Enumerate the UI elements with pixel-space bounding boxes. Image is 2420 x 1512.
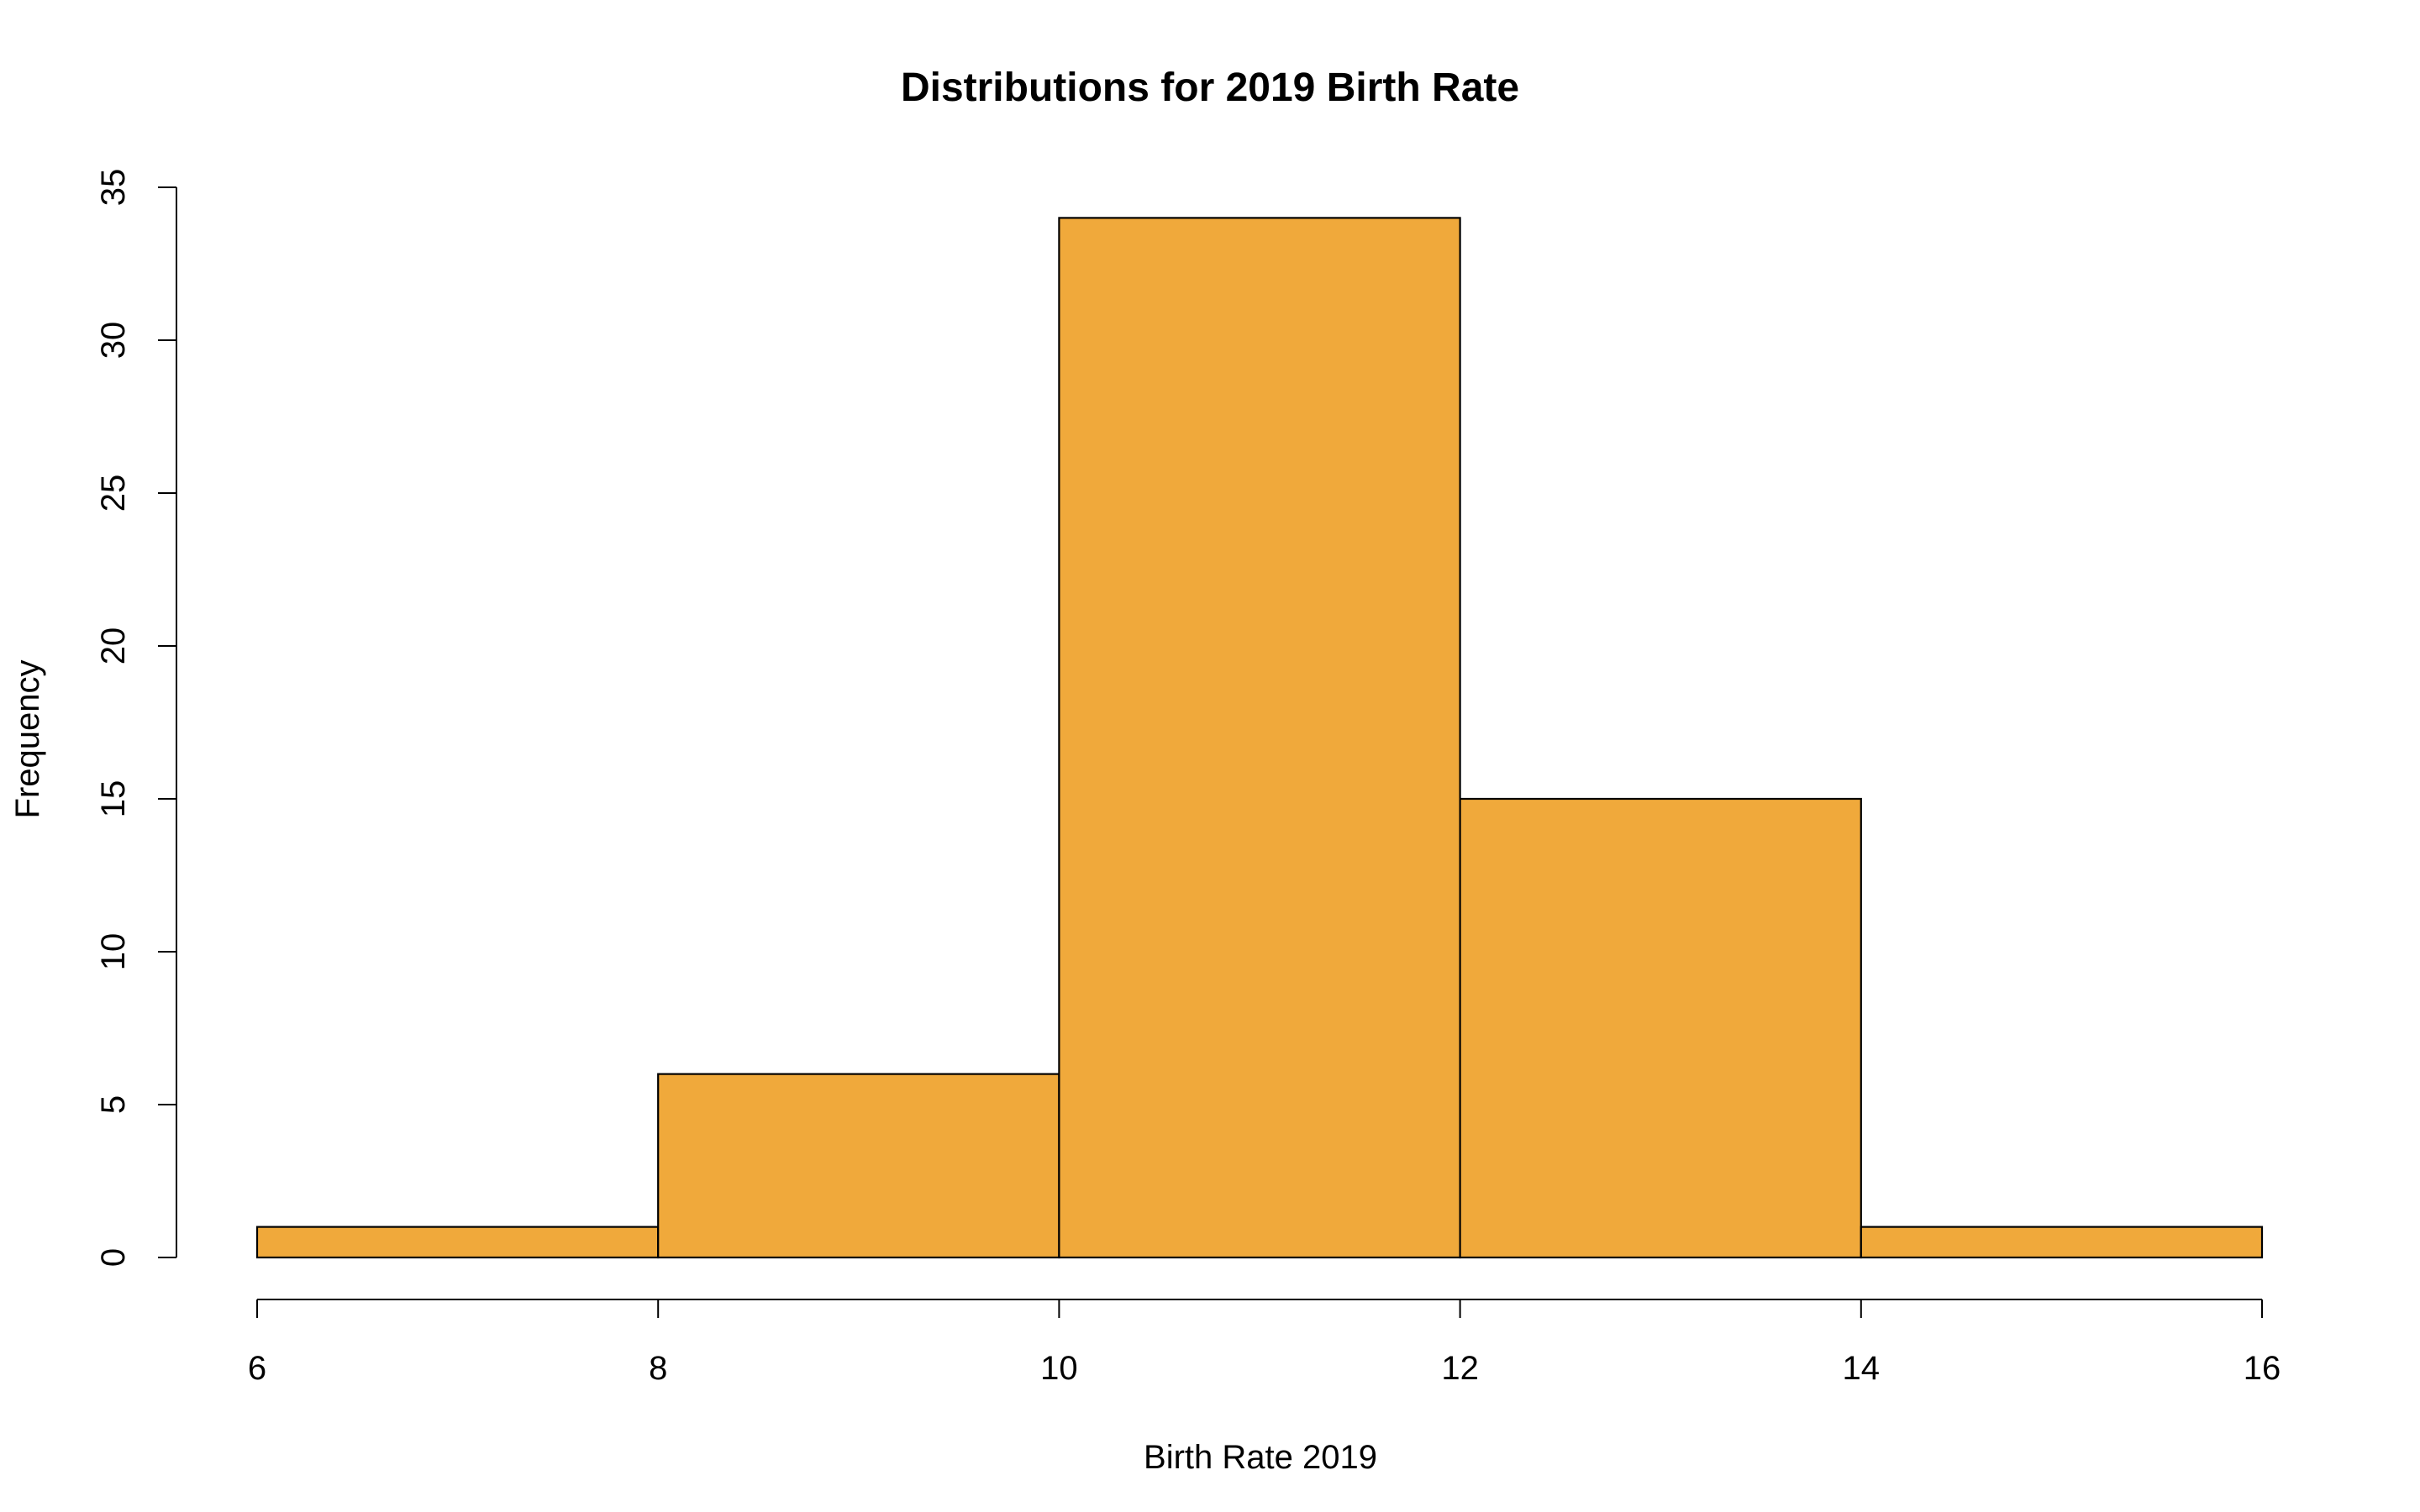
y-axis: 0 5 10 15 20 25 30 35 (95, 169, 177, 1267)
x-tick-label-4: 14 (1843, 1350, 1881, 1387)
x-tick-label-2: 10 (1040, 1350, 1078, 1387)
y-tick-label-5: 25 (95, 475, 132, 512)
histogram-bar-2 (1058, 217, 1461, 1259)
y-tick-label-1: 5 (95, 1095, 132, 1114)
histogram-bar-3 (1459, 797, 1862, 1259)
x-tick-label-0: 6 (248, 1350, 266, 1387)
x-tick-label-1: 8 (649, 1350, 667, 1387)
x-tick-label-3: 12 (1441, 1350, 1479, 1387)
histogram-bar-1 (657, 1073, 1060, 1259)
y-tick-label-4: 20 (95, 627, 132, 665)
y-tick-label-3: 15 (95, 780, 132, 818)
x-axis-label: Birth Rate 2019 (1144, 1439, 1377, 1476)
histogram-bar-4 (1860, 1226, 2264, 1259)
x-tick-label-5: 16 (2244, 1350, 2281, 1387)
x-axis: 6 8 10 12 14 16 (248, 1299, 2281, 1387)
chart-title: Distributions for 2019 Birth Rate (901, 66, 1519, 110)
y-tick-label-2: 10 (95, 933, 132, 971)
y-tick-label-7: 35 (95, 169, 132, 207)
y-tick-label-6: 30 (95, 322, 132, 360)
y-tick-label-0: 0 (95, 1248, 132, 1267)
histogram-bar-0 (255, 1226, 660, 1259)
histogram-bars (255, 217, 2264, 1259)
y-axis-label: Frequency (9, 660, 46, 819)
